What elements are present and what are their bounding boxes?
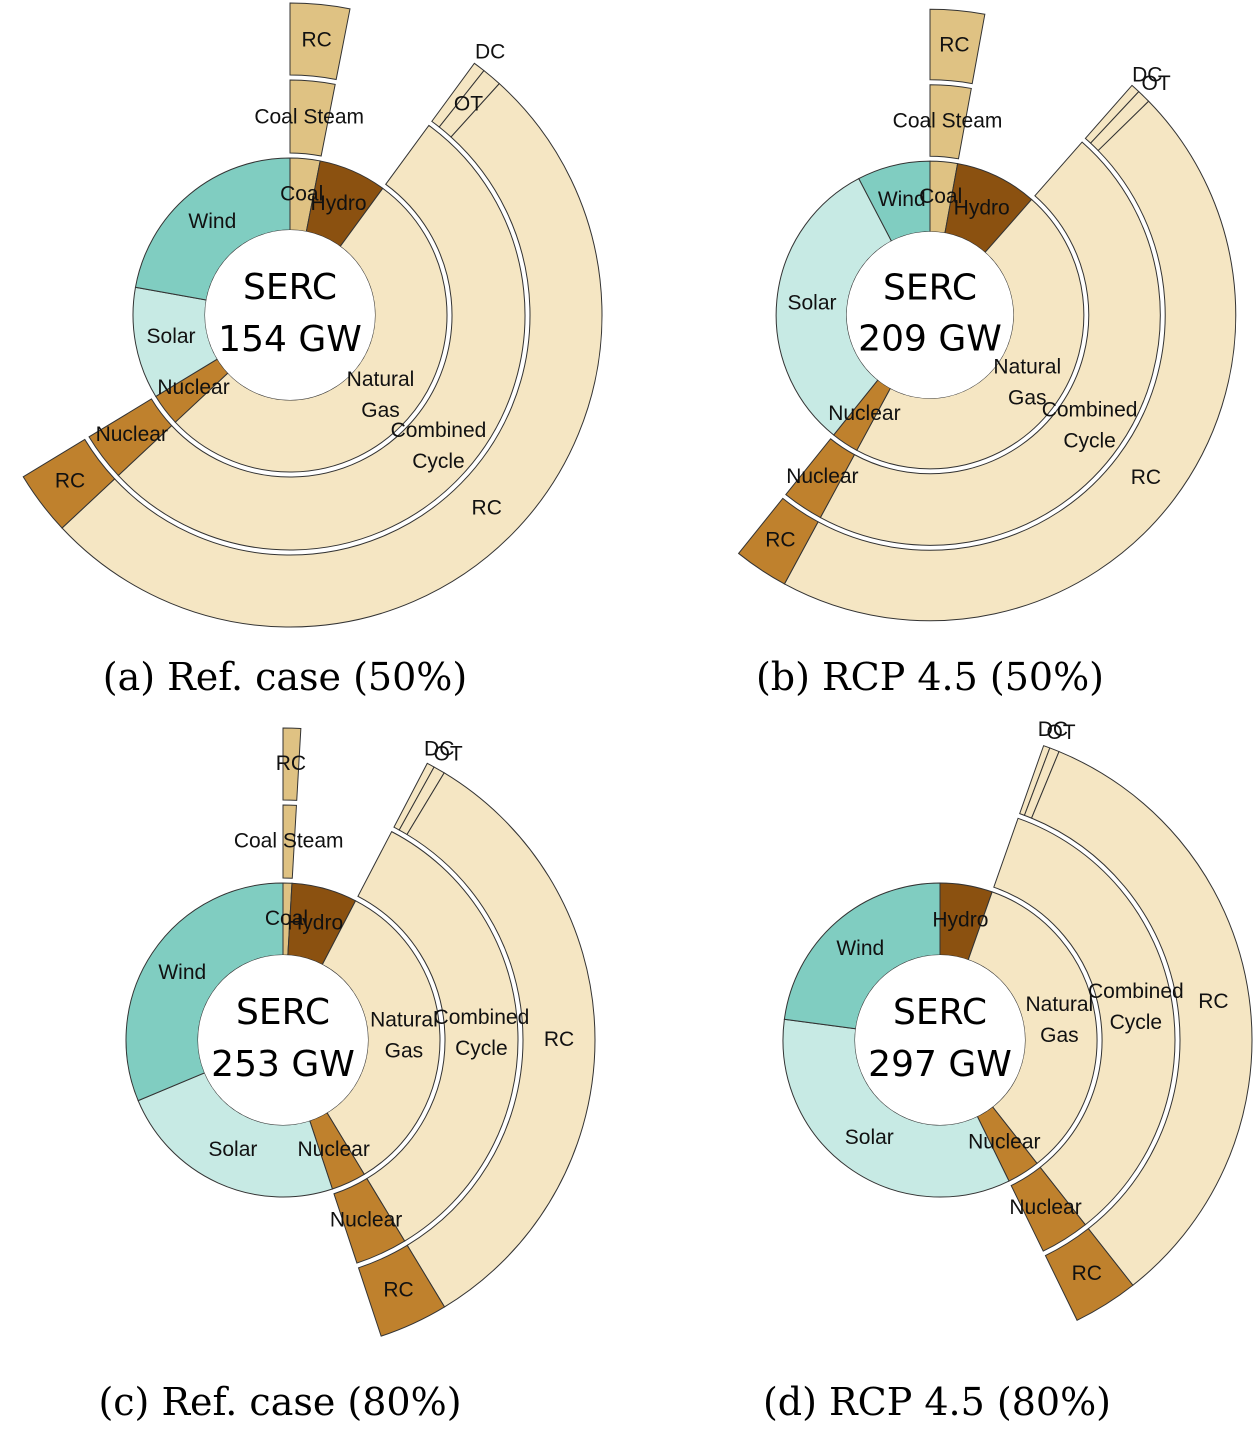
cooling-segment-nuclear-rc (22, 438, 116, 529)
center-label: SERC 297 GW (868, 992, 1012, 1085)
inner-label-hydro: Hydro (954, 196, 1010, 219)
inner-label-wind: Wind (878, 187, 926, 210)
inner-label-nuclear: Nuclear (297, 1137, 369, 1160)
inner-label-hydro: Hydro (311, 192, 367, 215)
outer-label-combined-cycle: Combined Cycle (391, 419, 487, 473)
cooling-segment-combined-cycle-rc (783, 100, 1237, 622)
cooling-label-nuclear-rc: RC (765, 528, 795, 551)
cooling-label-combined-cycle-ot: OT (454, 92, 483, 115)
outer-segment-combined-cycle (117, 124, 526, 551)
panel-caption: (c) Ref. case (80%) (98, 1380, 461, 1424)
center-hole (198, 955, 368, 1125)
outer-segment-combined-cycle (357, 830, 519, 1242)
panel-caption: (a) Ref. case (50%) (103, 655, 467, 699)
outer-segment-nuclear (333, 1177, 406, 1264)
inner-label-hydro: Hydro (932, 908, 988, 931)
inner-label-wind: Wind (188, 210, 236, 233)
outer-segment-coal-steam (929, 84, 972, 160)
outer-label-nuclear: Nuclear (786, 465, 858, 488)
inner-label-coal: Coal (265, 907, 308, 930)
outer-label-combined-cycle: Combined Cycle (1088, 980, 1184, 1034)
cooling-label-coal-steam-rc: RC (276, 752, 306, 775)
cooling-label-coal-steam-rc: RC (939, 33, 969, 56)
panel-caption: (d) RCP 4.5 (80%) (763, 1380, 1111, 1424)
outer-label-coal-steam: Coal Steam (893, 109, 1003, 132)
inner-label-solar: Solar (845, 1126, 894, 1149)
cooling-label-combined-cycle-rc: RC (1198, 990, 1228, 1013)
inner-label-hydro: Hydro (287, 911, 343, 934)
cooling-label-combined-cycle-rc: RC (544, 1027, 574, 1050)
cooling-label-combined-cycle-dc: DC (1132, 63, 1162, 86)
center-label: SERC 209 GW (858, 268, 1002, 360)
inner-label-nuclear: Nuclear (968, 1130, 1040, 1153)
cooling-segment-nuclear-rc (357, 1244, 446, 1337)
cooling-label-combined-cycle-ot: OT (1046, 721, 1075, 744)
cooling-segment-nuclear-rc (737, 497, 819, 585)
inner-label-natural-gas: Natural Gas (993, 355, 1061, 409)
cooling-label-nuclear-rc: RC (383, 1278, 413, 1301)
inner-label-natural-gas: Natural Gas (370, 1008, 438, 1062)
inner-label-natural-gas: Natural Gas (1026, 992, 1094, 1046)
outer-label-nuclear: Nuclear (96, 422, 168, 445)
outer-segment-nuclear (1010, 1166, 1086, 1252)
panel-d: SERC 297 GW Hydro Natural Gas Nuclear Solar Win… (763, 717, 1253, 1424)
cooling-label-nuclear-rc: RC (1072, 1261, 1102, 1284)
inner-label-nuclear: Nuclear (828, 401, 900, 424)
cooling-label-combined-cycle-ot: OT (434, 742, 463, 765)
inner-label-solar: Solar (147, 325, 196, 348)
inner-label-coal: Coal (919, 184, 962, 207)
inner-label-nuclear: Nuclear (157, 376, 229, 399)
outer-label-nuclear: Nuclear (1009, 1196, 1081, 1219)
outer-segment-coal-steam (282, 804, 297, 879)
center-hole (846, 231, 1014, 399)
inner-label-solar: Solar (208, 1138, 257, 1161)
cooling-label-combined-cycle-rc: RC (472, 496, 502, 519)
inner-label-solar: Solar (787, 291, 836, 314)
inner-label-wind: Wind (836, 937, 884, 960)
cooling-label-combined-cycle-dc: DC (475, 40, 505, 63)
cooling-label-combined-cycle-dc: DC (1038, 717, 1068, 740)
cooling-segment-combined-cycle-rc (61, 82, 603, 628)
cooling-segment-combined-cycle-rc (1030, 750, 1253, 1286)
center-label: SERC 154 GW (218, 267, 362, 360)
outer-segment-nuclear (88, 398, 173, 477)
outer-label-coal-steam: Coal Steam (234, 829, 344, 852)
cooling-label-combined-cycle-dc: DC (424, 737, 454, 760)
center-label: SERC 253 GW (211, 992, 355, 1085)
outer-segment-nuclear (785, 438, 856, 519)
center-hole (205, 230, 375, 400)
inner-label-natural-gas: Natural Gas (347, 367, 415, 421)
inner-label-wind: Wind (158, 961, 206, 984)
inner-label-coal: Coal (280, 182, 323, 205)
cooling-segment-nuclear-rc (1044, 1227, 1134, 1321)
cooling-label-nuclear-rc: RC (55, 469, 85, 492)
cooling-segment-coal-steam-rc (289, 2, 351, 81)
outer-segment-combined-cycle (819, 141, 1161, 546)
outer-segment-combined-cycle (993, 817, 1176, 1226)
outer-label-coal-steam: Coal Steam (254, 105, 364, 128)
cooling-segment-coal-steam-rc (282, 727, 302, 801)
cooling-label-coal-steam-rc: RC (301, 28, 331, 51)
cooling-segment-combined-cycle-rc (406, 772, 596, 1308)
cooling-label-combined-cycle-ot: OT (1141, 71, 1170, 94)
outer-label-combined-cycle: Combined Cycle (1042, 398, 1138, 452)
outer-label-nuclear: Nuclear (330, 1208, 402, 1231)
center-hole (855, 955, 1025, 1125)
outer-label-combined-cycle: Combined Cycle (434, 1006, 530, 1060)
cooling-label-combined-cycle-rc: RC (1131, 465, 1161, 488)
panel-caption: (b) RCP 4.5 (50%) (756, 655, 1104, 699)
outer-segment-coal-steam (289, 79, 336, 157)
cooling-segment-coal-steam-rc (929, 8, 986, 85)
